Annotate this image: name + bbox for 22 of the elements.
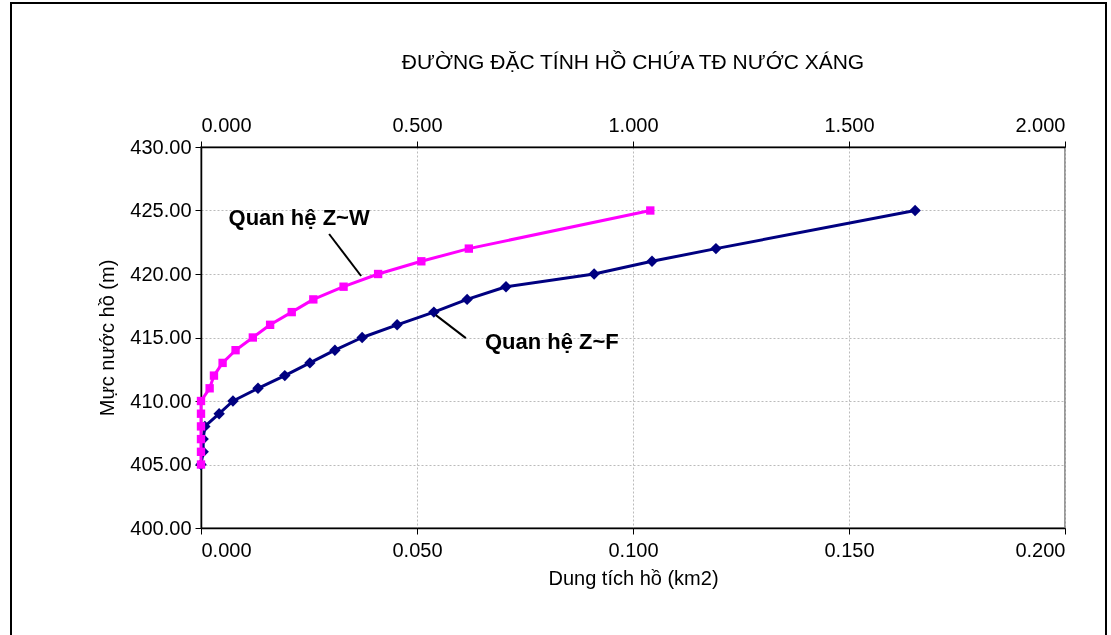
y-tick-label: 400.00 xyxy=(130,516,192,539)
x2-tick-label: 0.500 xyxy=(392,113,443,136)
y-tick-label: 425.00 xyxy=(130,199,192,221)
x-axis-title: Dung tích hồ (km2) xyxy=(548,566,719,589)
x-tick-label: 0.100 xyxy=(608,538,659,561)
y-tick-label: 420.00 xyxy=(130,262,192,285)
x2-tick-label: 1.000 xyxy=(608,113,659,136)
x-tick-label: 0.200 xyxy=(1015,538,1066,561)
chart-title: ĐƯỜNG ĐẶC TÍNH HỒ CHỨA TĐ NƯỚC XÁNG xyxy=(401,50,865,73)
series-label: Quan hệ Z~W xyxy=(228,205,370,230)
y-axis-title: Mực nước hồ (m) xyxy=(96,259,119,417)
series-label: Quan hệ Z~F xyxy=(484,329,619,355)
x-tick-label: 0.000 xyxy=(201,538,252,561)
x2-tick-label: 2.000 xyxy=(1015,113,1066,136)
y-tick-label: 410.00 xyxy=(130,389,192,412)
y-tick-label: 415.00 xyxy=(130,326,192,348)
x2-tick-label: 1.500 xyxy=(824,113,875,136)
x2-tick-label: 0.000 xyxy=(201,113,252,136)
x-tick-label: 0.150 xyxy=(824,538,875,561)
x-tick-label: 0.050 xyxy=(392,538,443,561)
y-tick-label: 430.00 xyxy=(130,135,192,158)
y-tick-label: 405.00 xyxy=(130,453,192,475)
